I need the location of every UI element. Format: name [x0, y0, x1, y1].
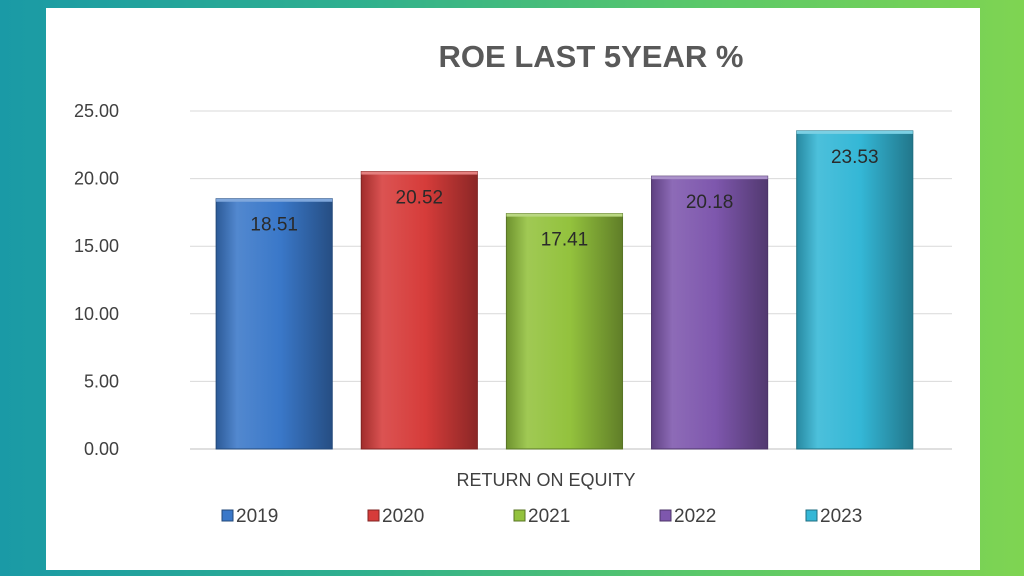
- legend-label-2023: 2023: [820, 506, 862, 527]
- legend-swatch-2022: [659, 509, 672, 522]
- roe-bar-chart: ROE LAST 5YEAR % 0.00 5.00 10.00 15.00 20.00…: [74, 39, 952, 527]
- bar-2020: [360, 171, 478, 450]
- legend: 2019 2020 2021 2022 2023: [221, 506, 862, 527]
- bar-cap-2023: [796, 130, 913, 134]
- y-tick-label: 10.00: [74, 304, 119, 324]
- legend-swatch-2023: [805, 509, 818, 522]
- data-label-2021: 17.41: [541, 230, 589, 251]
- chart-panel: ROE LAST 5YEAR % 0.00 5.00 10.00 15.00 20.00…: [46, 8, 980, 570]
- bar-cap-2022: [651, 176, 768, 180]
- legend-swatch-2021: [513, 509, 526, 522]
- bar-cap-2021: [506, 213, 623, 217]
- legend-swatch-2020: [367, 509, 380, 522]
- x-axis-label: RETURN ON EQUITY: [456, 470, 635, 490]
- y-tick-label: 5.00: [84, 371, 119, 391]
- data-label-2019: 18.51: [250, 215, 298, 236]
- bar-2019: [215, 198, 333, 450]
- data-label-2023: 23.53: [831, 147, 879, 168]
- bar-cap-2019: [216, 198, 333, 202]
- legend-label-2020: 2020: [382, 506, 424, 527]
- data-label-2022: 20.18: [686, 192, 734, 213]
- legend-label-2022: 2022: [674, 506, 716, 527]
- y-tick-label: 20.00: [74, 169, 119, 189]
- bar-2022: [651, 175, 769, 450]
- y-axis-ticks: 0.00 5.00 10.00 15.00 20.00 25.00: [74, 101, 119, 459]
- bars: [215, 130, 914, 450]
- y-tick-label: 0.00: [84, 439, 119, 459]
- y-tick-label: 15.00: [74, 236, 119, 256]
- legend-label-2021: 2021: [528, 506, 570, 527]
- bar-cap-2020: [361, 171, 478, 175]
- data-labels: 18.51 20.52 17.41 20.18 23.53: [250, 147, 878, 251]
- legend-label-2019: 2019: [236, 506, 278, 527]
- y-tick-label: 25.00: [74, 101, 119, 121]
- data-label-2020: 20.52: [396, 188, 444, 209]
- legend-swatch-2019: [221, 509, 234, 522]
- bar-2021: [505, 213, 624, 450]
- chart-title: ROE LAST 5YEAR %: [439, 39, 744, 74]
- bar-2023: [796, 130, 914, 450]
